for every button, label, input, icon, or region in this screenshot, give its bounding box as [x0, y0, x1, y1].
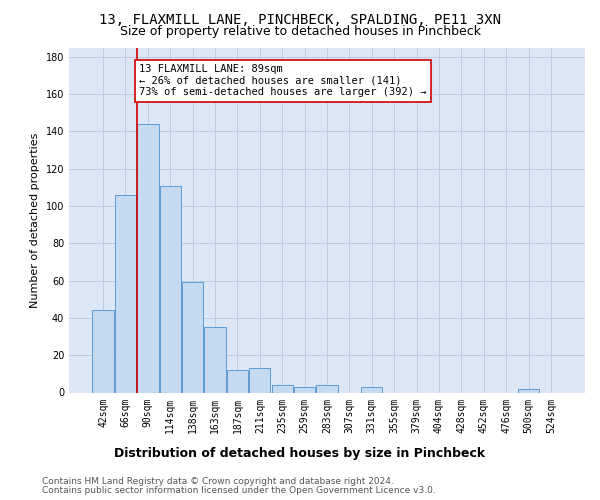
- Bar: [115, 195, 136, 392]
- Bar: [160, 186, 181, 392]
- Text: 13, FLAXMILL LANE, PINCHBECK, SPALDING, PE11 3XN: 13, FLAXMILL LANE, PINCHBECK, SPALDING, …: [99, 12, 501, 26]
- Y-axis label: Number of detached properties: Number of detached properties: [30, 132, 40, 308]
- Bar: [137, 124, 158, 392]
- Bar: [227, 370, 248, 392]
- Bar: [182, 282, 203, 393]
- Bar: [316, 385, 338, 392]
- Bar: [518, 389, 539, 392]
- Text: Contains HM Land Registry data © Crown copyright and database right 2024.: Contains HM Land Registry data © Crown c…: [42, 477, 394, 486]
- Bar: [294, 387, 315, 392]
- Text: Distribution of detached houses by size in Pinchbeck: Distribution of detached houses by size …: [115, 448, 485, 460]
- Bar: [272, 385, 293, 392]
- Text: Size of property relative to detached houses in Pinchbeck: Size of property relative to detached ho…: [119, 25, 481, 38]
- Text: Contains public sector information licensed under the Open Government Licence v3: Contains public sector information licen…: [42, 486, 436, 495]
- Bar: [205, 327, 226, 392]
- Text: 13 FLAXMILL LANE: 89sqm
← 26% of detached houses are smaller (141)
73% of semi-d: 13 FLAXMILL LANE: 89sqm ← 26% of detache…: [139, 64, 427, 98]
- Bar: [249, 368, 271, 392]
- Bar: [361, 387, 382, 392]
- Bar: [92, 310, 114, 392]
